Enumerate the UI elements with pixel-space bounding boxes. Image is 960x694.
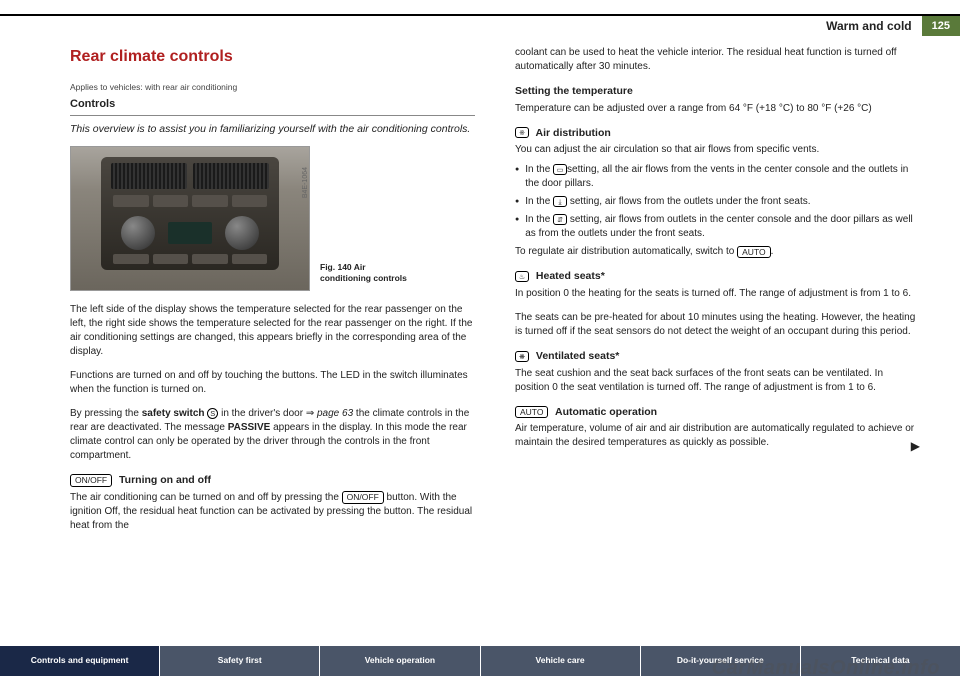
- ac-panel: [101, 157, 279, 270]
- tab-diy-service[interactable]: Do-it-yourself service: [641, 646, 801, 676]
- tab-technical-data[interactable]: Technical data: [801, 646, 960, 676]
- auto-button-icon: AUTO: [515, 406, 548, 418]
- section-title: Warm and cold: [826, 19, 912, 33]
- safety-switch-icon: S: [207, 408, 218, 419]
- continue-arrow-icon: ▶: [911, 438, 920, 455]
- footer-tabs: Controls and equipment Safety first Vehi…: [0, 646, 960, 676]
- page-header: Warm and cold 125: [826, 16, 960, 36]
- onoff-heading: ON/OFF Turning on and off: [70, 473, 475, 488]
- subheading-controls: Controls: [70, 97, 475, 115]
- bullet-combo: In the ⇵ setting, air flows from outlets…: [515, 213, 920, 241]
- para-auto: Air temperature, volume of air and air d…: [515, 422, 920, 450]
- airdist-heading: ※ Air distribution: [515, 126, 920, 141]
- left-column: Rear climate controls Applies to vehicle…: [70, 46, 475, 543]
- bullet-floor: In the ⤓ setting, air flows from the out…: [515, 195, 920, 209]
- tab-vehicle-operation[interactable]: Vehicle operation: [320, 646, 480, 676]
- para-display: The left side of the display shows the t…: [70, 303, 475, 359]
- figure-block: B4E-1064 Fig. 140 Air conditioning contr…: [70, 146, 475, 291]
- heading-main: Rear climate controls: [70, 46, 475, 68]
- onoff-button-inline: ON/OFF: [342, 491, 384, 503]
- intro-text: This overview is to assist you in famili…: [70, 122, 475, 137]
- tab-controls-equipment[interactable]: Controls and equipment: [0, 646, 160, 676]
- para-functions: Functions are turned on and off by touch…: [70, 369, 475, 397]
- vent-heading: ❋ Ventilated seats*: [515, 349, 920, 364]
- heated-heading: ♨ Heated seats*: [515, 269, 920, 284]
- para-temp: Temperature can be adjusted over a range…: [515, 102, 920, 116]
- para-safety-switch: By pressing the safety switch S in the d…: [70, 407, 475, 463]
- heated-seat-icon: ♨: [515, 271, 529, 282]
- figure-id: B4E-1064: [301, 167, 310, 198]
- para-onoff: The air conditioning can be turned on an…: [70, 491, 475, 533]
- right-column: coolant can be used to heat the vehicle …: [515, 46, 920, 543]
- para-vent: The seat cushion and the seat back surfa…: [515, 367, 920, 395]
- vent-center-icon: ▭: [553, 164, 567, 175]
- auto-button-inline: AUTO: [737, 246, 770, 258]
- tab-vehicle-care[interactable]: Vehicle care: [481, 646, 641, 676]
- figure-caption: Fig. 140 Air conditioning controls: [320, 262, 410, 292]
- temp-heading: Setting the temperature: [515, 84, 920, 99]
- airdist-icon: ※: [515, 127, 529, 138]
- bullet-center: In the ▭setting, all the air flows from …: [515, 163, 920, 191]
- applies-note: Applies to vehicles: with rear air condi…: [70, 82, 475, 94]
- para-auto-switch: To regulate air distribution automatical…: [515, 245, 920, 259]
- para-heated1: In position 0 the heating for the seats …: [515, 287, 920, 301]
- vent-seat-icon: ❋: [515, 351, 529, 362]
- auto-heading: AUTO Automatic operation: [515, 405, 920, 420]
- page-number-badge: 125: [922, 16, 960, 36]
- para-coolant: coolant can be used to heat the vehicle …: [515, 46, 920, 74]
- onoff-button-icon: ON/OFF: [70, 474, 112, 486]
- page-body: Rear climate controls Applies to vehicle…: [0, 16, 960, 543]
- figure-image: B4E-1064: [70, 146, 310, 291]
- vent-combo-icon: ⇵: [553, 214, 567, 225]
- para-heated2: The seats can be pre-heated for about 10…: [515, 311, 920, 339]
- para-airdist: You can adjust the air circulation so th…: [515, 143, 920, 157]
- vent-floor-icon: ⤓: [553, 196, 567, 207]
- tab-safety-first[interactable]: Safety first: [160, 646, 320, 676]
